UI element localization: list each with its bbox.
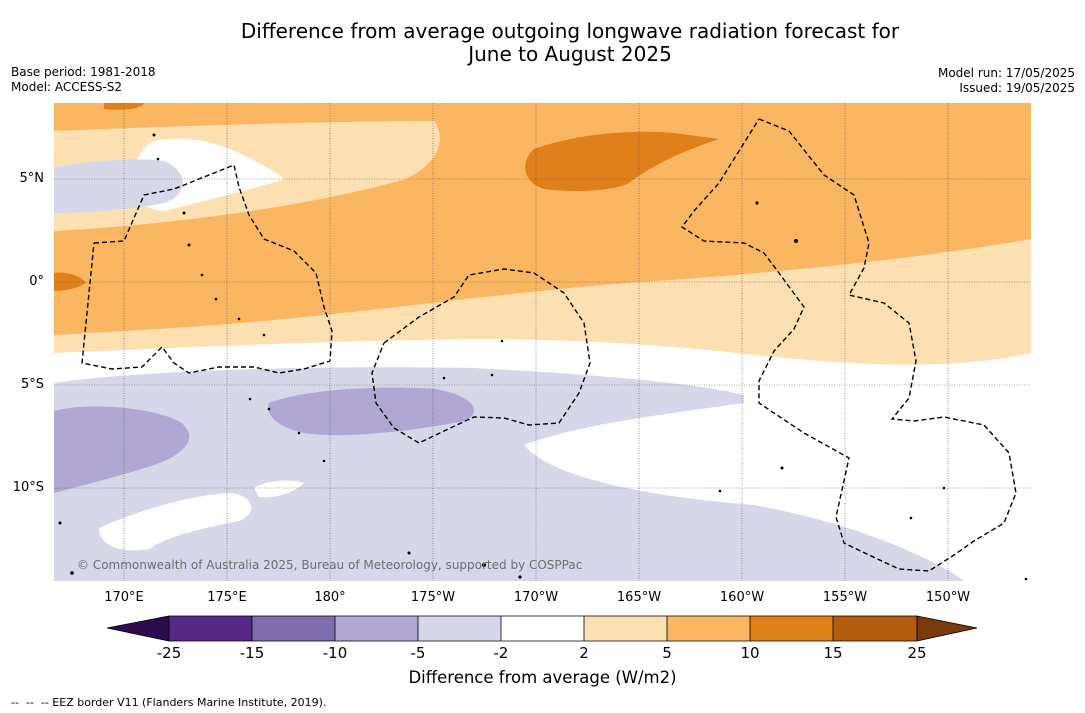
- colorbar-tick-label: 10: [740, 644, 760, 662]
- longitude-label: 165°W: [616, 590, 662, 605]
- latitude-label: 10°S: [12, 480, 44, 495]
- anomaly-map: [54, 103, 1031, 581]
- colorbar-tick-label: 5: [662, 644, 672, 662]
- model-name: Model: ACCESS-S2: [11, 80, 123, 94]
- longitude-label: 175°E: [207, 590, 247, 605]
- model-run-date: Model run: 17/05/2025: [937, 66, 1075, 80]
- colorbar-tick-label: 2: [579, 644, 589, 662]
- wet-weak-area: [54, 159, 183, 213]
- footnote: -- -- -- EEZ border V11 (Flanders Marine…: [11, 696, 327, 709]
- neutral-patch: [99, 493, 252, 551]
- graticule: [54, 103, 1031, 581]
- dry-strong-area: [525, 131, 719, 191]
- colorbar-tick-label: -2: [493, 644, 509, 662]
- neutral-patch: [254, 480, 304, 498]
- meta-right: Model run: 17/05/2025 Issued: 19/05/2025: [938, 66, 1075, 96]
- colorbar-extend-high: [916, 615, 978, 642]
- latitude-label: 0°: [29, 274, 44, 289]
- meta-left: Base period: 1981-2018 Model: ACCESS-S2: [11, 65, 156, 95]
- dry-mid-area: [54, 168, 1031, 335]
- colorbar-tick-label: -15: [239, 644, 265, 662]
- colorbar-segment: [501, 616, 584, 641]
- colorbar-segment: [252, 616, 335, 641]
- colorbar-segment: [169, 616, 252, 641]
- colorbar-tick-label: -5: [410, 644, 426, 662]
- wet-strong-area: [268, 387, 474, 436]
- base-period: Base period: 1981-2018: [11, 65, 156, 79]
- colorbar-title: Difference from average (W/m2): [408, 668, 677, 687]
- colorbar-tick-label: -25: [156, 644, 182, 662]
- eez-borders: [81, 118, 1017, 572]
- colorbar-segment: [584, 616, 667, 641]
- longitude-label: 170°W: [513, 590, 559, 605]
- colorbar-segment: [833, 616, 917, 641]
- latitude-label: 5°N: [19, 171, 45, 186]
- islands: [58, 133, 1028, 581]
- colorbar-segment: [418, 616, 501, 641]
- copyright-text: © Commonwealth of Australia 2025, Bureau…: [77, 558, 583, 572]
- colorbar-tick-label: 15: [823, 644, 843, 662]
- latitude-label: 5°S: [20, 377, 44, 392]
- longitude-label: 170°E: [104, 590, 144, 605]
- longitude-label: 160°W: [719, 590, 765, 605]
- longitude-label: 150°W: [925, 590, 971, 605]
- colorbar-tick-label: -10: [322, 644, 348, 662]
- wet-strong-area: [54, 406, 190, 493]
- issued-date: Issued: 19/05/2025: [959, 81, 1075, 95]
- longitude-label: 180°: [314, 590, 346, 605]
- map-title: Difference from average outgoing longwav…: [240, 19, 900, 66]
- longitude-label: 155°W: [822, 590, 868, 605]
- colorbar-segment: [750, 616, 833, 641]
- colorbar-segment: [335, 616, 418, 641]
- colorbar-segment: [667, 616, 750, 641]
- longitude-label: 175°W: [410, 590, 456, 605]
- colorbar-extend-low: [106, 615, 170, 642]
- colorbar: [106, 615, 979, 647]
- colorbar-tick-label: 25: [907, 644, 927, 662]
